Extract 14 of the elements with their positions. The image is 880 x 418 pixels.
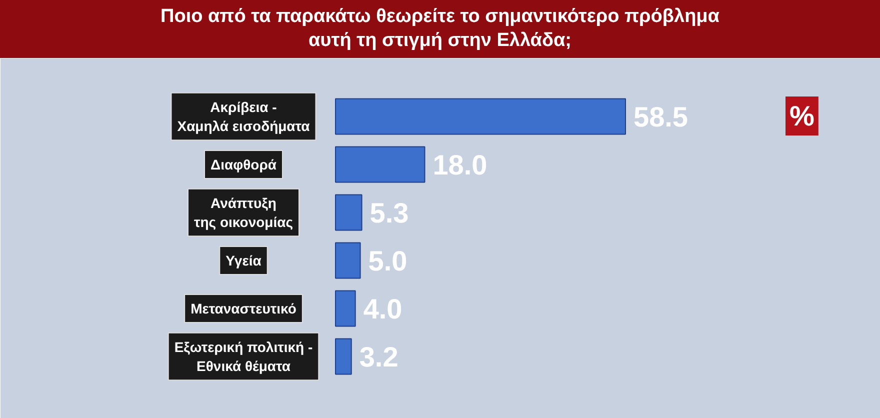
bar bbox=[335, 338, 352, 375]
bar bbox=[335, 146, 426, 183]
y-tick-label: Υγεία bbox=[226, 252, 262, 268]
y-tick-label: Μεταναστευτικό bbox=[190, 300, 296, 316]
y-tick-label: Ακρίβεια - Χαμηλά εισοδήματα bbox=[177, 98, 310, 134]
y-tick-label: Εξωτερική πολιτική - Εθνικά θέματα bbox=[174, 338, 313, 374]
text: % bbox=[790, 100, 814, 132]
chart-title: Ποιο από τα παρακάτω θεωρείτε το σημαντικότερο πρόβλημα αυτή τη στιγμή στην Ελλάδα; bbox=[160, 5, 720, 53]
bar bbox=[335, 194, 362, 231]
bar bbox=[335, 98, 626, 135]
y-tick-label: Ανάπτυξη της οικονομίας bbox=[194, 194, 293, 230]
y-tick-label: Διαφθορά bbox=[210, 156, 277, 172]
bar bbox=[335, 290, 356, 327]
bar bbox=[335, 242, 361, 279]
